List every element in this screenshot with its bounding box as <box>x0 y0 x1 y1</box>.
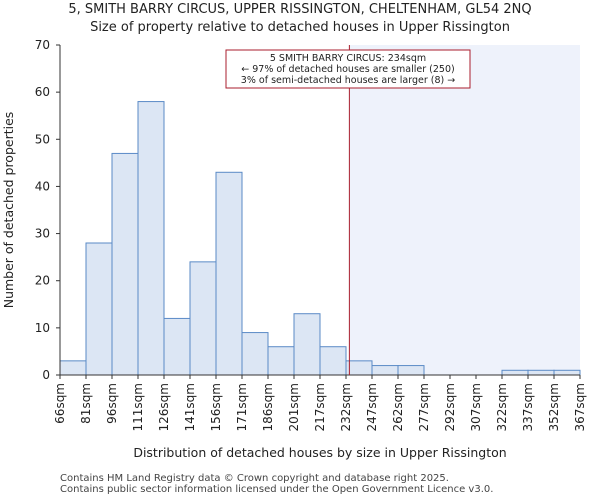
x-tick-label: 81sqm <box>79 383 93 424</box>
y-tick-label: 30 <box>35 227 50 241</box>
x-tick-label: 277sqm <box>417 383 431 431</box>
chart-subtitle: Size of property relative to detached ho… <box>90 20 510 35</box>
x-tick-label: 232sqm <box>339 383 353 431</box>
x-tick-label: 141sqm <box>183 383 197 431</box>
x-tick-label: 66sqm <box>53 383 67 424</box>
histogram-bar <box>215 171 243 376</box>
y-tick-label: 40 <box>35 179 50 193</box>
footer-copyright: Contains HM Land Registry data © Crown c… <box>60 473 449 484</box>
x-tick-label: 247sqm <box>365 383 379 431</box>
histogram-bar <box>59 360 87 376</box>
histogram-bar <box>189 261 217 376</box>
histogram-bar <box>137 101 165 376</box>
histogram-bar <box>553 369 581 376</box>
histogram-bar <box>371 365 399 376</box>
histogram-bar <box>501 369 529 376</box>
histogram-bar <box>397 365 425 376</box>
x-tick-label: 307sqm <box>469 383 483 431</box>
y-tick-label: 0 <box>42 368 50 382</box>
histogram-bar <box>85 242 113 376</box>
chart-title: 5, SMITH BARRY CIRCUS, UPPER RISSINGTON,… <box>68 2 532 17</box>
y-tick-label: 60 <box>35 85 50 99</box>
x-tick-label: 367sqm <box>573 383 587 431</box>
annotation-line-2: ← 97% of detached houses are smaller (25… <box>241 64 454 75</box>
histogram-bar <box>267 346 295 376</box>
x-tick-label: 201sqm <box>287 383 301 431</box>
annotation-line-3: 3% of semi-detached houses are larger (8… <box>241 75 455 86</box>
x-axis-title: Distribution of detached houses by size … <box>133 445 506 460</box>
x-tick-label: 262sqm <box>391 383 405 431</box>
x-tick-label: 186sqm <box>261 383 275 431</box>
y-tick-label: 50 <box>35 132 50 146</box>
x-tick-label: 322sqm <box>495 383 509 431</box>
y-tick-label: 10 <box>35 321 50 335</box>
histogram-bar <box>111 152 139 376</box>
x-tick-label: 126sqm <box>157 383 171 431</box>
y-tick-label: 70 <box>35 38 50 52</box>
annotation-box <box>225 49 471 89</box>
histogram-bar <box>241 332 269 376</box>
y-axis-title: Number of detached properties <box>1 112 16 309</box>
x-tick-label: 352sqm <box>547 383 561 431</box>
x-tick-label: 217sqm <box>313 383 327 431</box>
x-tick-label: 337sqm <box>521 383 535 431</box>
footer-licence: Contains public sector information licen… <box>60 484 494 495</box>
histogram-bar <box>345 360 373 376</box>
histogram-bar <box>319 346 347 376</box>
histogram-bar <box>293 313 321 376</box>
x-tick-label: 111sqm <box>131 383 145 431</box>
x-tick-label: 156sqm <box>209 383 223 431</box>
larger-region-shade <box>349 45 580 375</box>
annotation-line-1: 5 SMITH BARRY CIRCUS: 234sqm <box>270 53 426 64</box>
x-tick-label: 292sqm <box>443 383 457 431</box>
histogram-bar <box>527 369 555 376</box>
histogram-chart: 0 10 20 30 40 50 60 70 66sqm 81sqm 96sqm 111sqm 126s… <box>1 38 587 460</box>
histogram-bar <box>163 317 191 376</box>
x-tick-label: 96sqm <box>105 383 119 424</box>
x-tick-label: 171sqm <box>235 383 249 431</box>
y-tick-label: 20 <box>35 274 50 288</box>
